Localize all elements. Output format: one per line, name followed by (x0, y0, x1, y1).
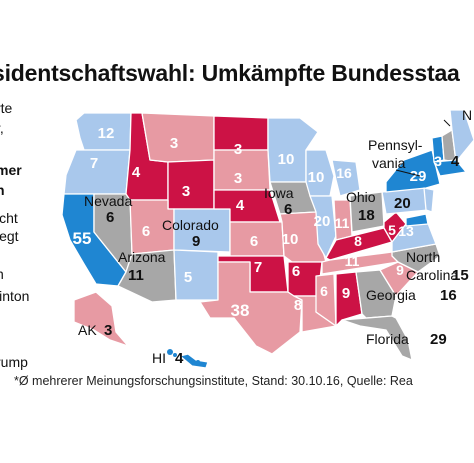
state-hi (179, 353, 209, 369)
vote-count-ia: 6 (284, 201, 292, 218)
state-name-hi: HI (152, 350, 166, 366)
state-name-partial: N (462, 107, 472, 123)
legend-line: n (0, 266, 4, 282)
state-name-ia: Iowa (264, 185, 294, 201)
vote-count-il: 20 (314, 213, 331, 230)
vote-count-ks: 6 (250, 233, 258, 250)
state-name-nv: Nevada (84, 193, 132, 209)
footnote: *Ø mehrerer Meinungsforschungsinstitute,… (14, 374, 413, 388)
vote-count-ar: 6 (292, 263, 300, 280)
state-name-az: Arizona (118, 249, 166, 265)
state-md (405, 213, 429, 227)
vote-count-vt: 3 (434, 153, 442, 169)
vote-count-nv: 6 (106, 209, 114, 226)
vote-count-mi: 16 (336, 165, 352, 181)
vote-count-nd: 3 (234, 141, 242, 158)
vote-count-id: 4 (132, 164, 141, 181)
legend-line: legt (0, 228, 19, 244)
vote-count-al: 9 (342, 285, 350, 302)
vote-count-az: 11 (128, 267, 144, 284)
state-name-ak: AK (78, 322, 97, 338)
state-va (391, 217, 437, 253)
state-name-ga: Georgia (366, 287, 416, 303)
state-name-pa-2: vania (372, 155, 406, 171)
state-tx (199, 261, 303, 355)
legend-line: r, (0, 120, 4, 136)
state-name-pa-1: Pennsyl- (368, 137, 423, 153)
vote-count-or: 7 (90, 155, 98, 172)
vote-count-oh: 18 (358, 207, 375, 224)
state-hi-island (173, 353, 177, 357)
vote-count-tn: 11 (345, 253, 360, 269)
vote-count-pa: 20 (394, 195, 411, 212)
vote-count-la: 8 (294, 297, 302, 314)
vote-count-va: 13 (398, 223, 414, 239)
state-al (335, 271, 363, 327)
legend-line: rump (0, 354, 28, 370)
vote-count-ky: 8 (354, 233, 362, 249)
vote-count-ca: 55 (73, 229, 92, 248)
legend-line: n (0, 182, 5, 198)
legend-line: linton (0, 288, 30, 304)
vote-count-hi: 4 (175, 350, 184, 367)
state-hi-island (167, 349, 173, 355)
vote-count-mt: 3 (170, 135, 178, 152)
state-name-nc-2: Carolina (406, 267, 458, 283)
vote-count-wi: 10 (308, 169, 325, 186)
state-name-oh: Ohio (346, 189, 376, 205)
state-name-co: Colorado (162, 217, 219, 233)
vote-count-in: 11 (335, 215, 350, 231)
state-ny (385, 149, 441, 193)
legend-line: icht (0, 210, 18, 226)
legend-line: mer (0, 162, 22, 178)
state-nj (423, 187, 435, 213)
vote-count-ne: 4 (236, 197, 245, 214)
vote-count-mo: 10 (282, 231, 299, 248)
legend-line: rte (0, 100, 13, 116)
state-me (449, 109, 474, 163)
vote-count-sc: 9 (396, 262, 404, 278)
vote-count-nm: 5 (184, 269, 192, 286)
vote-count-tx: 38 (231, 301, 250, 320)
vote-count-ga: 16 (440, 287, 457, 304)
state-ak (73, 291, 129, 347)
map-title: sidentschaftswahl: Umkämpfte Bundesstaa (0, 60, 460, 86)
state-fl (341, 315, 413, 361)
vote-count-ak: 3 (104, 322, 112, 339)
vote-count-wy: 3 (182, 183, 190, 200)
legend: rte r, mer n icht legt n linton rump (0, 100, 60, 370)
vote-count-nh: 4 (451, 153, 460, 170)
vote-count-wa: 12 (98, 125, 115, 142)
state-ma (433, 159, 467, 177)
vote-count-mn: 10 (278, 151, 295, 168)
vote-count-co: 9 (192, 233, 200, 250)
vote-count-ny: 29 (410, 168, 427, 185)
state-nm (173, 249, 219, 301)
vote-count-fl: 29 (430, 331, 447, 348)
vote-count-wv: 5 (388, 222, 396, 238)
vote-count-sd: 3 (234, 170, 242, 187)
vote-count-ms: 6 (320, 283, 328, 299)
vote-count-ut: 6 (142, 223, 150, 240)
leader-line (443, 119, 451, 127)
state-name-nc-1: North (406, 249, 440, 265)
state-hi-island (196, 360, 200, 364)
leader-line (395, 169, 421, 177)
state-wy (167, 159, 215, 210)
vote-count-nc: 15 (452, 267, 469, 284)
vote-count-ok: 7 (254, 259, 262, 276)
state-mi (331, 159, 361, 197)
state-name-fl: Florida (366, 331, 409, 347)
